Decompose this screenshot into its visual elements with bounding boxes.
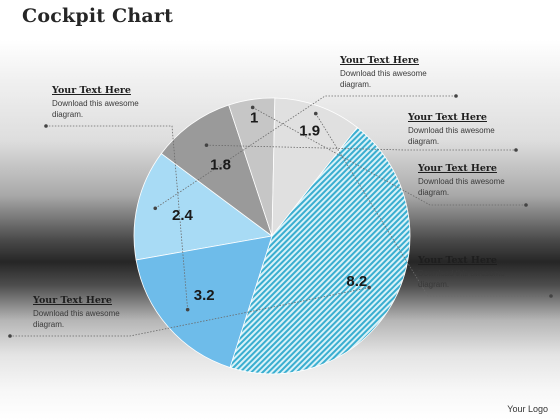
slice-value-label: 8.2: [346, 273, 367, 290]
pie-slice: [135, 235, 273, 368]
leader-dot: [185, 307, 190, 312]
callout-6: Your Text Here Download this awesome dia…: [52, 85, 162, 120]
leader-dot: [367, 285, 371, 290]
callout-body: Download this awesome diagram.: [408, 126, 495, 146]
leader-dot: [549, 294, 553, 298]
callout-heading: Your Text Here: [52, 85, 131, 96]
leader-dot: [524, 203, 528, 207]
pie-slice: [271, 97, 358, 238]
callout-body: Download this awesome diagram.: [52, 99, 139, 119]
callout-body: Download this awesome diagram.: [418, 177, 505, 197]
slice-value-label: 1: [250, 109, 258, 126]
leader-line: [10, 287, 370, 337]
callout-heading: Your Text Here: [408, 112, 487, 123]
leader-dot: [514, 148, 518, 152]
leader-line: [315, 113, 551, 297]
pie-slice: [229, 126, 411, 375]
leader-line: [206, 144, 516, 151]
leader-dot: [44, 124, 48, 128]
callout-heading: Your Text Here: [33, 295, 112, 306]
callout-2: Your Text Here Download this awesome dia…: [408, 112, 518, 147]
callout-body: Download this awesome diagram.: [340, 69, 427, 89]
leader-line: [46, 125, 189, 310]
pie-slice: [133, 152, 273, 261]
leader-dot: [313, 111, 318, 116]
callout-heading: Your Text Here: [418, 163, 497, 174]
callout-5: Your Text Here Download this awesome dia…: [33, 295, 143, 330]
logo-text: Your Logo: [507, 404, 548, 414]
callout-body: Download this awesome diagram.: [418, 269, 505, 289]
slice-value-label: 2.4: [172, 207, 194, 224]
leader-dot: [8, 334, 12, 338]
callout-1: Your Text Here Download this awesome dia…: [340, 55, 450, 90]
slice-value-label: 1.9: [299, 123, 320, 140]
callout-3: Your Text Here Download this awesome dia…: [418, 163, 528, 198]
leader-dot: [250, 105, 255, 110]
slice-value-label: 3.2: [194, 287, 215, 304]
leader-dot: [204, 143, 209, 147]
leader-dot: [454, 94, 458, 98]
leader-line: [252, 107, 526, 206]
callout-heading: Your Text Here: [340, 55, 419, 66]
pie-slice: [160, 104, 273, 238]
callout-body: Download this awesome diagram.: [33, 309, 120, 329]
leader-dot: [153, 206, 158, 211]
slice-value-label: 1.8: [210, 157, 231, 174]
callout-heading: Your Text Here: [418, 255, 497, 266]
callout-4: Your Text Here Download this awesome dia…: [418, 255, 528, 290]
chart-title: Cockpit Chart: [22, 5, 174, 27]
